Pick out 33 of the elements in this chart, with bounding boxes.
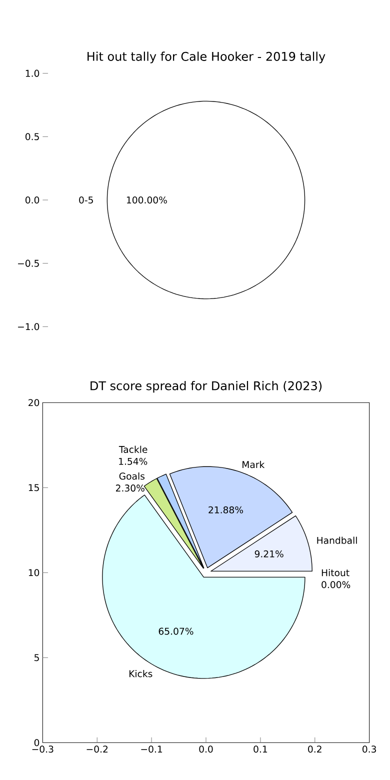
text: 0 [34,739,40,746]
text: 20 [28,399,40,406]
text: 0.2 [308,746,322,753]
text: 0.1 [254,746,268,753]
slice-label: Mark [242,460,265,468]
text: 10 [28,569,40,576]
data-label: 21.88% [208,506,244,514]
text: −0.3 [32,746,54,753]
data-label: 65.07% [158,628,194,635]
data-label: 100.00% [126,196,167,204]
text: 0.00% [322,581,350,588]
slice-label: Tackle [118,446,148,453]
text: −0.5 [18,260,39,267]
text: 0.3 [362,746,376,753]
data-label: 9.21% [254,550,284,558]
text: 0.0 [25,196,40,204]
text: −0.2 [86,746,108,753]
text: 0.0 [199,746,213,753]
data-label: 2.30% [116,484,144,492]
slice-label: Kicks [129,670,152,678]
text: 5 [34,654,39,662]
chart-title: DT score spread for Daniel Rich (2023) [90,381,322,393]
category-label: Hitout [322,569,350,576]
slice-label: Handball [317,536,357,544]
slice-label: 0-5 [79,196,93,204]
data-label: 1.54% [119,458,148,465]
slice-label: Goals [119,472,145,480]
text: 0.5 [25,133,39,140]
text: 15 [28,484,39,492]
text: −1.0 [18,323,40,330]
chart-title: Hit out tally for Cale Hooker - 2019 tally [88,52,326,64]
text: 1.0 [26,70,40,77]
text: −0.1 [141,746,162,753]
